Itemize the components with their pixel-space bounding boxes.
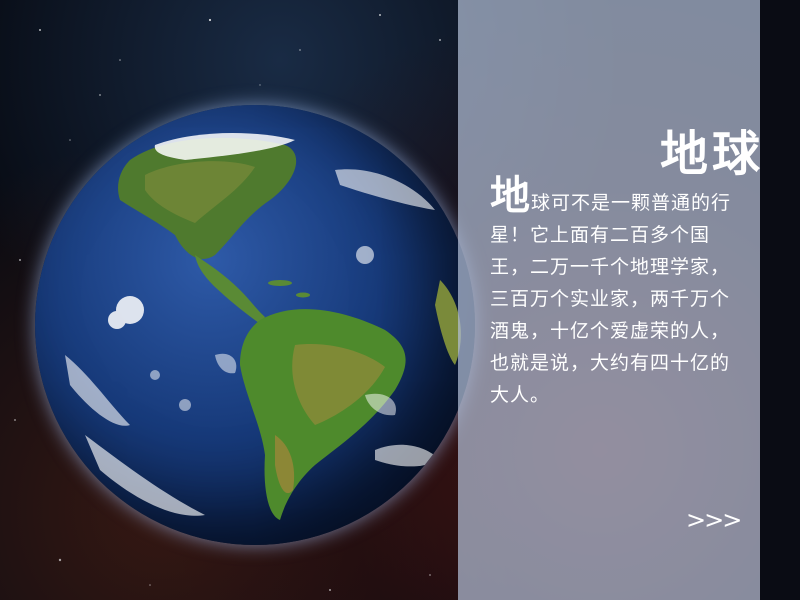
slide-title: 地球 xyxy=(659,126,764,182)
drop-cap: 地 xyxy=(490,173,531,219)
next-button[interactable]: >>> xyxy=(686,506,742,534)
text-panel xyxy=(458,0,760,600)
slide-body: 地球可不是一颗普通的行星！它上面有二百多个国王，二万一千个地理学家，三百万个实业… xyxy=(490,176,740,411)
right-edge xyxy=(760,0,800,600)
body-text: 球可不是一颗普通的行星！它上面有二百多个国王，二万一千个地理学家，三百万个实业家… xyxy=(490,192,732,406)
earth-globe-image xyxy=(35,105,475,545)
